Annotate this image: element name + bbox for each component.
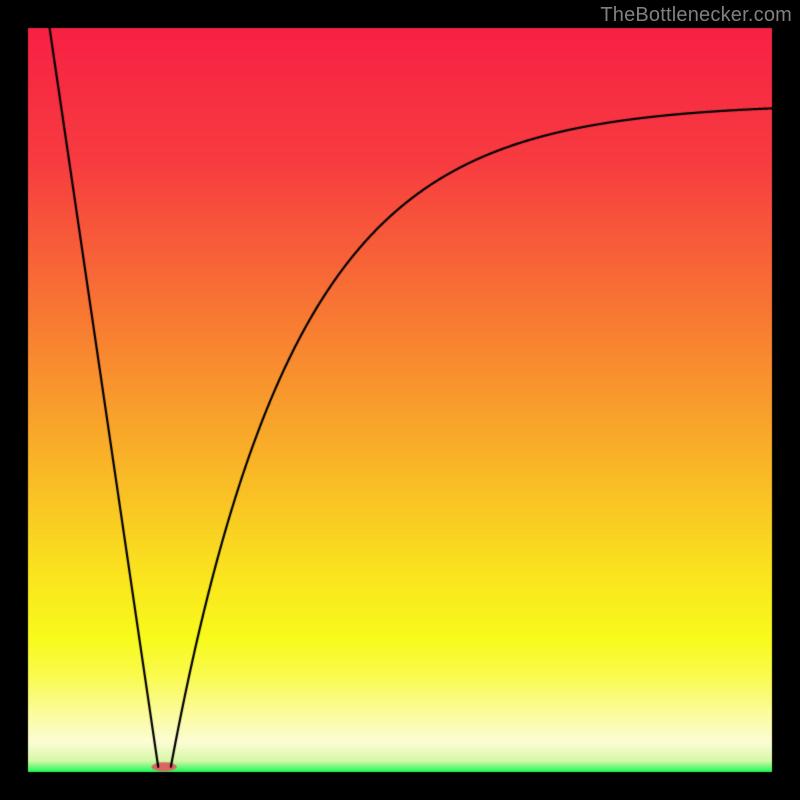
bottleneck-curve-chart bbox=[0, 0, 800, 800]
chart-container: TheBottlenecker.com bbox=[0, 0, 800, 800]
watermark-text: TheBottlenecker.com bbox=[600, 4, 792, 27]
